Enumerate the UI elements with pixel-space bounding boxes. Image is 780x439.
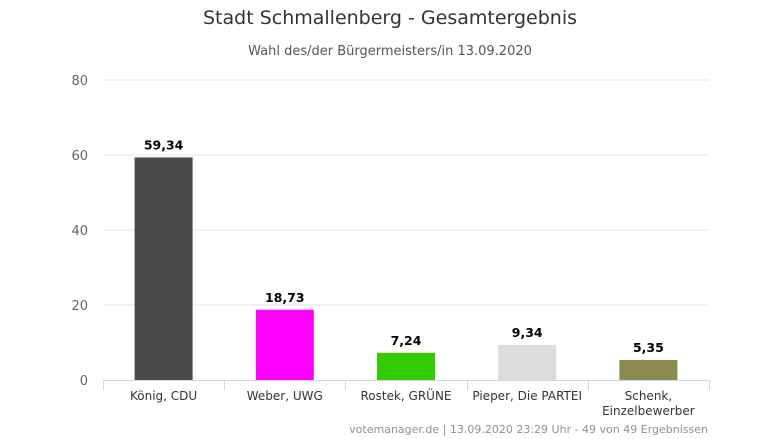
data-label: 9,34	[512, 325, 543, 340]
bar	[377, 352, 435, 380]
credits-link[interactable]: votemanager.de | 13.09.2020 23:29 Uhr - …	[349, 423, 708, 436]
x-axis: König, CDU Weber, UWG Rostek, GRÜNE Pieper,…	[103, 380, 710, 418]
y-axis-ticks: 0 20 40 60 80	[71, 74, 88, 389]
data-label: 18,73	[265, 290, 305, 305]
chart-subtitle: Wahl des/der Bürgermeisters/in 13.09.202…	[248, 44, 532, 59]
x-category-label: König, CDU	[130, 389, 197, 403]
y-tick-label: 80	[71, 74, 88, 89]
data-label: 5,35	[633, 340, 664, 355]
x-category-label: Einzelbewerber	[602, 404, 695, 418]
x-category-label: Weber, UWG	[247, 389, 323, 403]
data-label: 7,24	[391, 333, 422, 348]
x-category-label: Rostek, GRÜNE	[360, 387, 451, 403]
x-category-label: Schenk,	[625, 389, 673, 403]
y-tick-label: 0	[80, 374, 88, 389]
bar	[498, 344, 557, 380]
bar	[619, 359, 678, 380]
x-category-label: Pieper, Die PARTEI	[472, 389, 582, 403]
chart-title: Stadt Schmallenberg - Gesamtergebnis	[202, 7, 578, 29]
bar	[255, 309, 314, 380]
y-tick-label: 20	[71, 299, 88, 314]
y-tick-label: 60	[71, 149, 88, 164]
bars	[134, 157, 678, 380]
data-label: 59,34	[144, 137, 184, 152]
bar	[134, 157, 193, 380]
y-tick-label: 40	[71, 224, 88, 239]
data-labels: 59,34 18,73 7,24 9,34 5,35	[144, 137, 664, 354]
gridlines	[103, 79, 709, 306]
